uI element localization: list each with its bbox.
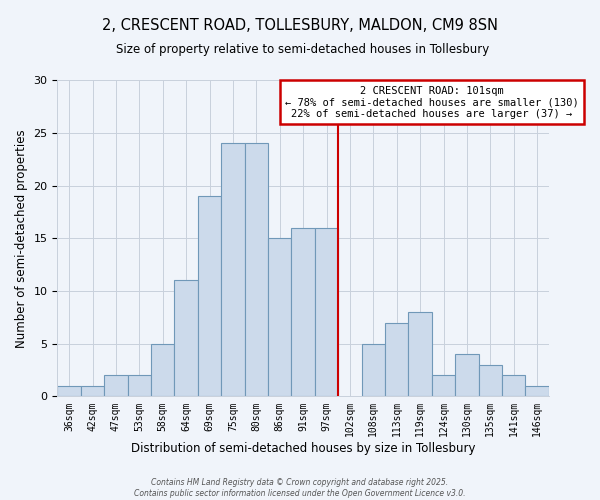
Text: 2 CRESCENT ROAD: 101sqm
← 78% of semi-detached houses are smaller (130)
22% of s: 2 CRESCENT ROAD: 101sqm ← 78% of semi-de… [285,86,579,118]
Bar [292,228,315,396]
Y-axis label: Number of semi-detached properties: Number of semi-detached properties [15,129,28,348]
Bar [81,386,104,396]
Bar [409,312,432,396]
Bar [221,144,245,396]
Bar [198,196,221,396]
Bar [455,354,479,397]
Bar [432,376,455,396]
Bar [315,228,338,396]
Bar [502,376,526,396]
Bar [175,280,198,396]
Text: 2, CRESCENT ROAD, TOLLESBURY, MALDON, CM9 8SN: 2, CRESCENT ROAD, TOLLESBURY, MALDON, CM… [102,18,498,32]
Bar [268,238,292,396]
Bar [362,344,385,396]
Title: Size of property relative to semi-detached houses in Tollesbury: Size of property relative to semi-detach… [116,42,490,56]
Bar [526,386,549,396]
Bar [151,344,175,396]
Bar [58,386,81,396]
X-axis label: Distribution of semi-detached houses by size in Tollesbury: Distribution of semi-detached houses by … [131,442,475,455]
Text: Contains HM Land Registry data © Crown copyright and database right 2025.
Contai: Contains HM Land Registry data © Crown c… [134,478,466,498]
Bar [128,376,151,396]
Bar [104,376,128,396]
Bar [479,364,502,396]
Bar [385,322,409,396]
Bar [245,144,268,396]
